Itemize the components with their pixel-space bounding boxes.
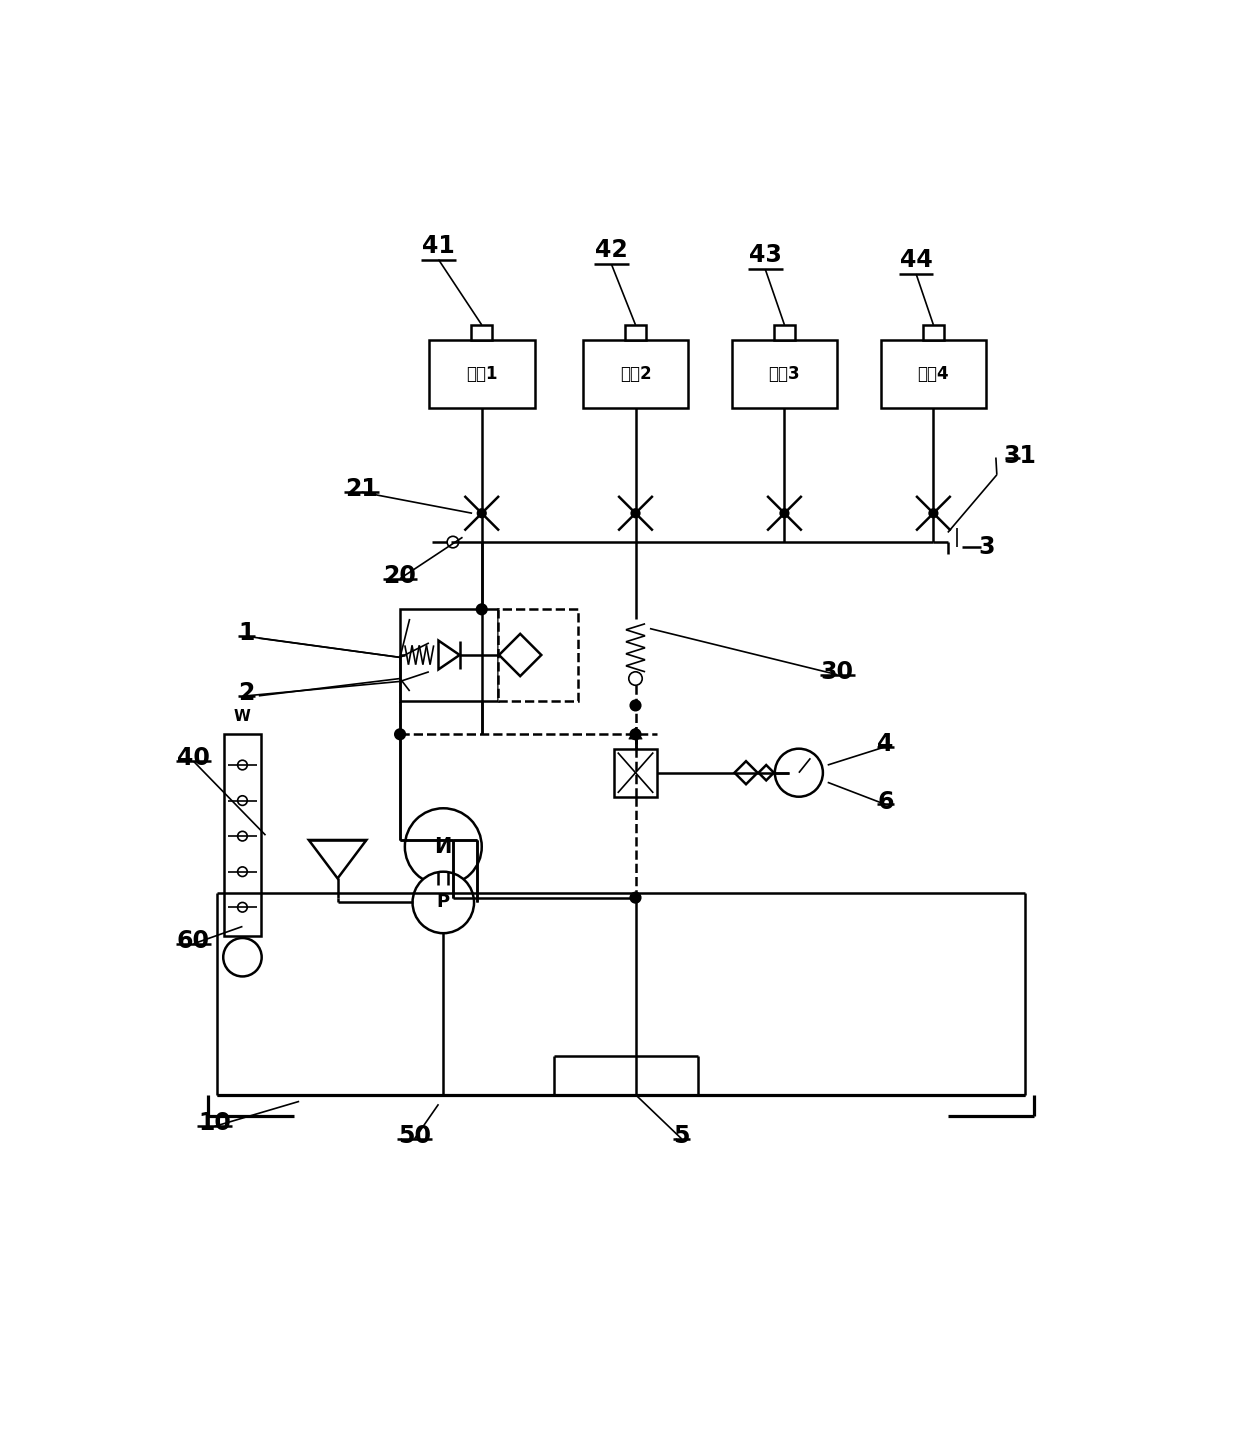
Text: 40: 40 xyxy=(177,746,210,771)
Text: 44: 44 xyxy=(900,249,932,272)
Circle shape xyxy=(404,808,481,885)
Circle shape xyxy=(223,938,262,977)
Bar xyxy=(401,609,497,701)
Text: 10: 10 xyxy=(198,1111,231,1136)
Text: 6: 6 xyxy=(877,790,894,814)
Circle shape xyxy=(396,730,404,739)
Circle shape xyxy=(238,795,247,806)
Circle shape xyxy=(238,867,247,877)
Bar xyxy=(774,324,795,340)
Text: И: И xyxy=(434,836,453,856)
Text: 50: 50 xyxy=(398,1124,432,1149)
Circle shape xyxy=(631,509,640,518)
Circle shape xyxy=(631,701,640,710)
Bar xyxy=(471,324,492,340)
Circle shape xyxy=(781,509,789,518)
Text: 41: 41 xyxy=(422,234,455,257)
Circle shape xyxy=(631,893,640,903)
Bar xyxy=(224,734,260,936)
Text: 20: 20 xyxy=(383,564,417,587)
Text: 4: 4 xyxy=(877,731,894,756)
Circle shape xyxy=(631,730,640,739)
Text: 轴承3: 轴承3 xyxy=(769,365,800,382)
Text: 31: 31 xyxy=(1003,443,1037,468)
Circle shape xyxy=(477,509,486,518)
Bar xyxy=(583,340,688,407)
Circle shape xyxy=(629,672,642,685)
Text: 轴承4: 轴承4 xyxy=(918,365,950,382)
Bar xyxy=(497,609,578,701)
Text: 轴承1: 轴承1 xyxy=(466,365,497,382)
Circle shape xyxy=(775,749,823,797)
Circle shape xyxy=(238,760,247,769)
Text: P: P xyxy=(436,893,450,912)
Text: 42: 42 xyxy=(595,238,627,262)
Text: 60: 60 xyxy=(177,929,210,952)
Polygon shape xyxy=(629,727,642,739)
Circle shape xyxy=(477,605,486,614)
Text: 30: 30 xyxy=(821,660,854,683)
Bar xyxy=(625,324,646,340)
Circle shape xyxy=(930,509,937,518)
Circle shape xyxy=(238,832,247,840)
Text: 21: 21 xyxy=(345,477,378,502)
Circle shape xyxy=(413,872,474,933)
Text: 轴承2: 轴承2 xyxy=(620,365,651,382)
Bar xyxy=(732,340,837,407)
Text: 3: 3 xyxy=(978,535,994,558)
Text: 43: 43 xyxy=(749,243,781,268)
Bar xyxy=(614,749,657,797)
Text: 1: 1 xyxy=(238,621,254,646)
Bar xyxy=(923,324,944,340)
Bar xyxy=(429,340,534,407)
Text: 2: 2 xyxy=(238,680,254,705)
Text: 5: 5 xyxy=(673,1124,689,1149)
Bar xyxy=(880,340,986,407)
Circle shape xyxy=(448,537,459,548)
Text: W: W xyxy=(234,710,250,724)
Circle shape xyxy=(238,903,247,912)
